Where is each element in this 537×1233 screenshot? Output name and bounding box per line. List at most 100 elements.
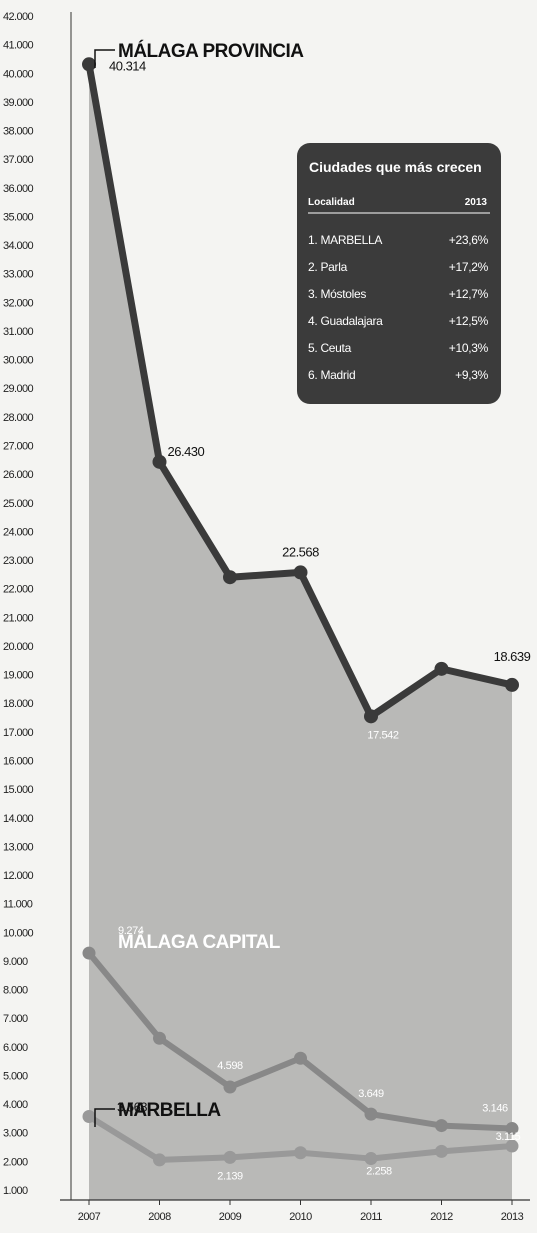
label-bracket [94, 49, 115, 68]
y-tick-label: 24.000 [3, 526, 34, 538]
data-point [434, 661, 449, 676]
y-tick-label: 22.000 [3, 584, 34, 596]
data-label: 17.542 [367, 729, 399, 741]
data-point [364, 1107, 378, 1121]
y-tick-label: 11.000 [3, 899, 33, 911]
data-point [505, 1139, 519, 1153]
table-row: 5. Ceuta +10,3% [308, 341, 489, 355]
y-tick-label: 31.000 [3, 326, 34, 338]
x-tick-label: 2009 [219, 1211, 242, 1223]
y-tick-label: 19.000 [3, 670, 34, 682]
y-tick-label: 39.000 [3, 97, 34, 109]
table-cell-city: 6. Madrid [308, 368, 355, 382]
y-tick-label: 37.000 [3, 154, 34, 166]
data-point [223, 1080, 237, 1094]
table-cell-city: 3. Móstoles [308, 287, 366, 301]
table-cell-value: +12,7% [449, 287, 489, 301]
x-tick-label: 2007 [78, 1211, 101, 1223]
y-tick-label: 32.000 [3, 297, 34, 309]
data-point [294, 1146, 307, 1160]
table-cell-value: +23,6% [449, 233, 489, 247]
growth-table: Ciudades que más crecen Localidad 2013 1… [297, 143, 501, 404]
data-point [82, 57, 96, 72]
y-tick-label: 10.000 [3, 927, 34, 939]
x-tick-label: 2012 [430, 1211, 453, 1223]
provincia-area [89, 64, 512, 1200]
y-tick-label: 8.000 [3, 985, 28, 997]
data-label: 4.598 [217, 1060, 243, 1072]
data-label: 3.146 [482, 1103, 508, 1115]
y-tick-label: 30.000 [3, 355, 34, 367]
data-label: 22.568 [282, 544, 319, 559]
data-point [505, 677, 519, 692]
table-row: 1. MARBELLA +23,6% [308, 233, 489, 247]
y-tick-label: 35.000 [3, 211, 34, 223]
table-cell-city: 5. Ceuta [308, 341, 352, 355]
table-cell-value: +12,5% [449, 314, 489, 328]
table-row: 4. Guadalajara +12,5% [308, 314, 489, 328]
y-tick-label: 34.000 [3, 240, 34, 252]
data-point [153, 1153, 166, 1167]
y-tick-label: 18.000 [3, 698, 34, 710]
table-cell-value: +10,3% [449, 341, 489, 355]
table-cell-city: 2. Parla [308, 260, 348, 274]
series-points [82, 57, 519, 1167]
y-tick-label: 1.000 [3, 1185, 28, 1197]
x-tick-label: 2011 [360, 1211, 382, 1223]
y-tick-label: 9.000 [3, 956, 28, 968]
data-point [435, 1144, 448, 1158]
table-row: 6. Madrid +9,3% [308, 368, 489, 382]
table-background [297, 143, 501, 404]
y-tick-label: 5.000 [3, 1070, 28, 1082]
data-point [82, 1109, 96, 1123]
table-cell-city: 1. MARBELLA [308, 233, 382, 247]
series-name-label: MÁLAGA CAPITAL [118, 931, 281, 953]
y-tick-label: 28.000 [3, 412, 34, 424]
y-tick-label: 14.000 [3, 813, 34, 825]
data-point [294, 1051, 307, 1065]
data-label: 9.274 [118, 925, 144, 937]
label-bracket [94, 1108, 115, 1127]
data-point [435, 1119, 448, 1133]
y-tick-label: 41.000 [3, 40, 34, 52]
table-title: Ciudades que más crecen [309, 159, 482, 175]
x-tick-label: 2010 [289, 1211, 312, 1223]
data-label: 26.430 [168, 444, 205, 459]
table-row: 3. Móstoles +12,7% [308, 287, 489, 301]
data-point [505, 1122, 519, 1136]
y-tick-label: 21.000 [3, 612, 34, 624]
y-tick-label: 12.000 [3, 870, 34, 882]
table-cell-value: +9,3% [455, 368, 488, 382]
table-cell-value: +17,2% [449, 260, 489, 274]
y-tick-label: 4.000 [3, 1099, 28, 1111]
y-tick-label: 17.000 [3, 727, 34, 739]
y-tick-label: 23.000 [3, 555, 34, 567]
data-point [152, 454, 167, 469]
data-label: 18.639 [494, 649, 531, 664]
table-header-locality: Localidad [308, 197, 355, 208]
y-tick-label: 36.000 [3, 183, 34, 195]
data-point [364, 1152, 378, 1166]
data-labels: MÁLAGA PROVINCIA MÁLAGA CAPITAL MARBELLA 40… [94, 40, 531, 1182]
y-tick-label: 6.000 [3, 1042, 28, 1054]
y-tick-label: 3.000 [3, 1128, 28, 1140]
data-label: 3.115 [496, 1131, 521, 1143]
y-tick-label: 33.000 [3, 269, 34, 281]
y-tick-label: 15.000 [3, 784, 34, 796]
x-tick-label: 2008 [148, 1211, 171, 1223]
data-point [223, 570, 237, 585]
y-tick-label: 7.000 [3, 1013, 28, 1025]
data-point [293, 565, 308, 580]
y-tick-label: 29.000 [3, 383, 34, 395]
y-tick-label: 13.000 [3, 841, 34, 853]
y-tick-label: 40.000 [3, 68, 34, 80]
data-label: 40.314 [109, 58, 146, 73]
data-label: 3.568 [117, 1099, 147, 1114]
table-row: 2. Parla +17,2% [308, 260, 489, 274]
x-tick-labels: 2007 2008 2009 2010 2011 2012 2013 [78, 1200, 524, 1223]
table-cell-city: 4. Guadalajara [308, 314, 383, 328]
data-label: 3.649 [358, 1088, 384, 1100]
data-point [223, 1150, 237, 1164]
data-point [364, 709, 378, 724]
